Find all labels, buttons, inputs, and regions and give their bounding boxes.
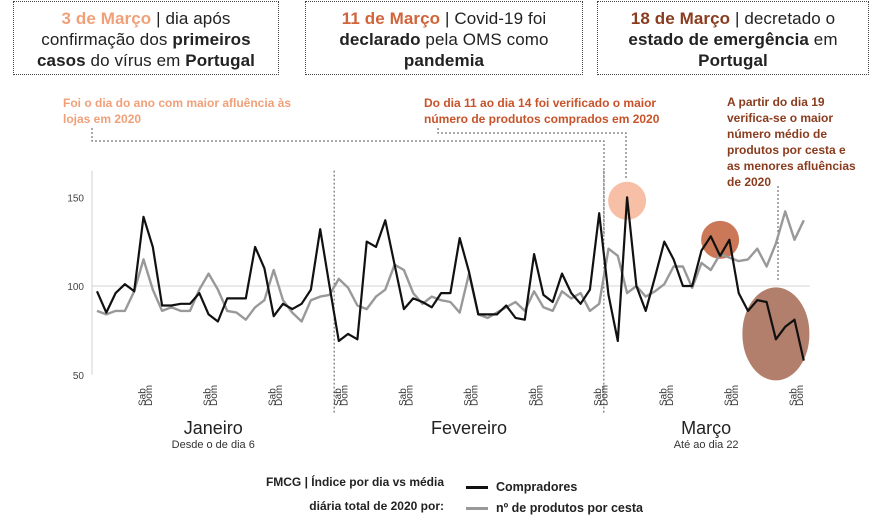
callout-march-3: 3 de Março | dia após confirmação dos pr… [13,1,279,75]
callout-date: 18 de Março [630,9,731,28]
weekend-tick-label: Sab [333,388,344,406]
callout-bold-a: declarado [339,30,421,49]
weekend-tick-label: Sab [528,388,539,406]
footer-title: FMCG | Índice por dia vs média diária to… [200,470,444,518]
connector-march-11 [437,128,627,180]
callout-bold-b: Portugal [185,51,255,70]
month-label: Fevereiro [431,418,507,438]
callout-bold-b: pandemia [403,51,485,70]
y-tick-label: 150 [67,193,84,204]
weekend-tick-label: Sab [723,388,734,406]
legend-label-compradores: Compradores [496,480,578,494]
weekend-tick-label: Sab [203,388,214,406]
annotation-march-19: A partir do dia 19 verifica-se o maior n… [727,95,856,189]
callout-march-18: 18 de Março | decretado o estado de emer… [597,1,869,75]
weekend-tick-label: Dom [144,385,155,406]
callout-bold-a: estado de emergência [628,30,809,49]
highlight-circles [608,181,810,381]
weekend-tick-label: Dom [600,385,611,406]
legend-swatch-compradores [466,485,488,489]
y-tick-label: 50 [73,371,85,382]
weekend-tick-label: Sab [789,388,800,406]
weekend-tick-label: Sab [463,388,474,406]
weekend-tick-label: Sab [398,388,409,406]
legend-label-produtos: nº de produtos por cesta [496,501,643,515]
month-sublabel: Desde o de dia 6 [172,439,255,451]
weekend-tick-label: Dom [404,385,415,406]
weekend-tick-label: Dom [339,385,350,406]
weekend-tick-label: Dom [665,385,676,406]
month-sublabel: Até ao dia 22 [674,439,739,451]
weekend-tick-label: Dom [535,385,546,406]
callout-text-a: | decretado o [730,9,836,28]
callout-march-11: 11 de Março | Covid-19 foi declarado pel… [305,1,583,75]
annotation-march-11: Do dia 11 ao dia 14 foi verificado o mai… [424,96,660,126]
callout-bold-a: primeiros casos [36,30,251,70]
footer-title-line1: FMCG | Índice por dia vs média [265,475,444,489]
series-line-compradores [95,196,805,361]
callout-connectors [91,128,779,280]
callout-text-b: em [808,30,838,49]
weekend-tick-label: Dom [470,385,481,406]
callout-date: 11 de Março [341,9,441,28]
highlight-circle [701,220,740,259]
y-tick-label: 100 [67,282,84,293]
weekend-tick-label: Sab [268,388,279,406]
callout-date: 3 de Março [61,9,152,28]
weekend-tick-label: Dom [795,385,806,406]
legend-item-produtos: nº de produtos por cesta [466,501,643,515]
series-line-produtos [96,210,805,323]
weekend-tick-label: Dom [274,385,285,406]
annotation-march-3: Foi o dia do ano com maior afluência às … [63,96,292,126]
footer-title-line2: diária total de 2020 por: [309,499,444,513]
callout-text-a: | dia após confirmação dos [41,9,231,49]
weekend-tick-label: Sab [658,388,669,406]
connector-march-3 [91,128,605,235]
series-lines [95,196,805,361]
legend-item-compradores: Compradores [466,480,577,494]
weekend-tick-label: Sab [138,388,149,406]
month-label: Janeiro [184,418,243,438]
weekend-tick-label: Dom [209,385,220,406]
highlight-circle [742,287,810,381]
legend-swatch-produtos [466,506,488,510]
month-label: Março [681,418,731,438]
weekend-tick-label: Sab [593,388,604,406]
callout-text-a: | Covid-19 foi [440,9,547,28]
callout-text-b: pela OMS como [420,30,549,49]
weekend-tick-label: Dom [730,385,741,406]
callout-bold-b: Portugal [698,51,768,70]
callout-text-b: do vírus em [85,51,186,70]
